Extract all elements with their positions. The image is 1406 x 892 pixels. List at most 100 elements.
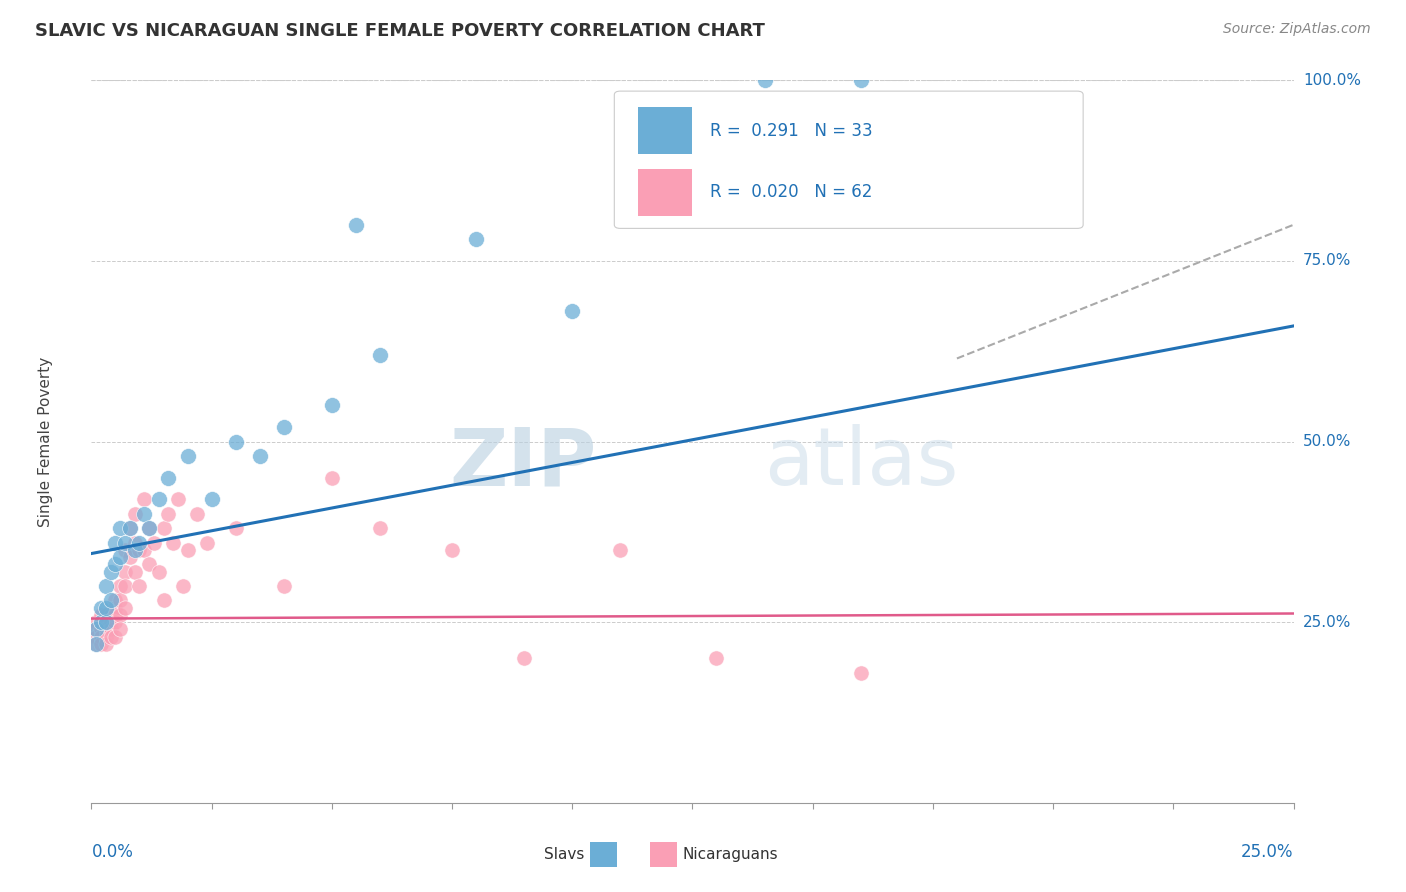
Text: R =  0.020   N = 62: R = 0.020 N = 62	[710, 183, 873, 202]
Point	[104, 607, 127, 622]
Point	[110, 521, 132, 535]
FancyBboxPatch shape	[614, 91, 1083, 228]
Point	[167, 492, 190, 507]
Point	[104, 593, 127, 607]
Point	[176, 449, 198, 463]
Bar	[638, 169, 692, 216]
Point	[128, 542, 150, 557]
Point	[186, 507, 208, 521]
Bar	[638, 107, 692, 154]
Point	[513, 651, 536, 665]
Point	[94, 579, 117, 593]
Point	[110, 593, 132, 607]
Point	[152, 521, 174, 535]
Point	[114, 579, 136, 593]
Point	[100, 615, 122, 630]
Point	[94, 637, 117, 651]
Point	[561, 304, 583, 318]
Point	[94, 615, 117, 630]
Point	[84, 623, 107, 637]
Point	[84, 637, 107, 651]
Point	[94, 615, 117, 630]
Point	[118, 521, 141, 535]
Text: Nicaraguans: Nicaraguans	[683, 847, 779, 863]
Point	[321, 398, 343, 412]
Point	[148, 492, 170, 507]
Text: Single Female Poverty: Single Female Poverty	[38, 357, 53, 526]
Point	[152, 593, 174, 607]
Point	[118, 521, 141, 535]
Point	[138, 521, 160, 535]
Point	[142, 535, 165, 549]
Bar	[651, 842, 676, 867]
Point	[138, 558, 160, 572]
Point	[465, 232, 488, 246]
Point	[128, 579, 150, 593]
Text: 0.0%: 0.0%	[91, 843, 134, 861]
Point	[849, 73, 872, 87]
Point	[128, 535, 150, 549]
Point	[94, 623, 117, 637]
Point	[114, 600, 136, 615]
Point	[124, 507, 146, 521]
Point	[849, 665, 872, 680]
Point	[157, 507, 180, 521]
Point	[100, 623, 122, 637]
Point	[110, 623, 132, 637]
Text: Slavs: Slavs	[544, 847, 585, 863]
Point	[104, 600, 127, 615]
Point	[84, 630, 107, 644]
Point	[104, 558, 127, 572]
Text: 50.0%: 50.0%	[1303, 434, 1351, 449]
Point	[124, 565, 146, 579]
Text: R =  0.291   N = 33: R = 0.291 N = 33	[710, 122, 873, 140]
Point	[138, 521, 160, 535]
Point	[195, 535, 218, 549]
Point	[609, 542, 631, 557]
Text: 25.0%: 25.0%	[1241, 843, 1294, 861]
Text: Source: ZipAtlas.com: Source: ZipAtlas.com	[1223, 22, 1371, 37]
Point	[100, 630, 122, 644]
Text: atlas: atlas	[765, 425, 959, 502]
Point	[104, 535, 127, 549]
Point	[90, 637, 112, 651]
Point	[114, 565, 136, 579]
Point	[706, 651, 728, 665]
Point	[84, 637, 107, 651]
Point	[273, 420, 295, 434]
Point	[134, 507, 156, 521]
Point	[94, 630, 117, 644]
Point	[94, 600, 117, 615]
Text: ZIP: ZIP	[449, 425, 596, 502]
Point	[225, 434, 247, 449]
Point	[118, 550, 141, 565]
Point	[114, 535, 136, 549]
Point	[273, 579, 295, 593]
Point	[94, 607, 117, 622]
Point	[90, 615, 112, 630]
Point	[110, 550, 132, 565]
Point	[225, 521, 247, 535]
Bar	[591, 842, 617, 867]
Text: 100.0%: 100.0%	[1303, 73, 1361, 87]
Point	[134, 492, 156, 507]
Point	[176, 542, 198, 557]
Point	[100, 593, 122, 607]
Point	[134, 542, 156, 557]
Point	[84, 623, 107, 637]
Point	[104, 615, 127, 630]
Point	[162, 535, 184, 549]
Point	[124, 542, 146, 557]
Text: SLAVIC VS NICARAGUAN SINGLE FEMALE POVERTY CORRELATION CHART: SLAVIC VS NICARAGUAN SINGLE FEMALE POVER…	[35, 22, 765, 40]
Point	[172, 579, 194, 593]
Point	[100, 607, 122, 622]
Point	[110, 579, 132, 593]
Point	[90, 600, 112, 615]
Point	[90, 630, 112, 644]
Point	[321, 470, 343, 484]
Point	[440, 542, 463, 557]
Text: 25.0%: 25.0%	[1303, 615, 1351, 630]
Point	[368, 521, 391, 535]
Point	[249, 449, 271, 463]
Point	[100, 565, 122, 579]
